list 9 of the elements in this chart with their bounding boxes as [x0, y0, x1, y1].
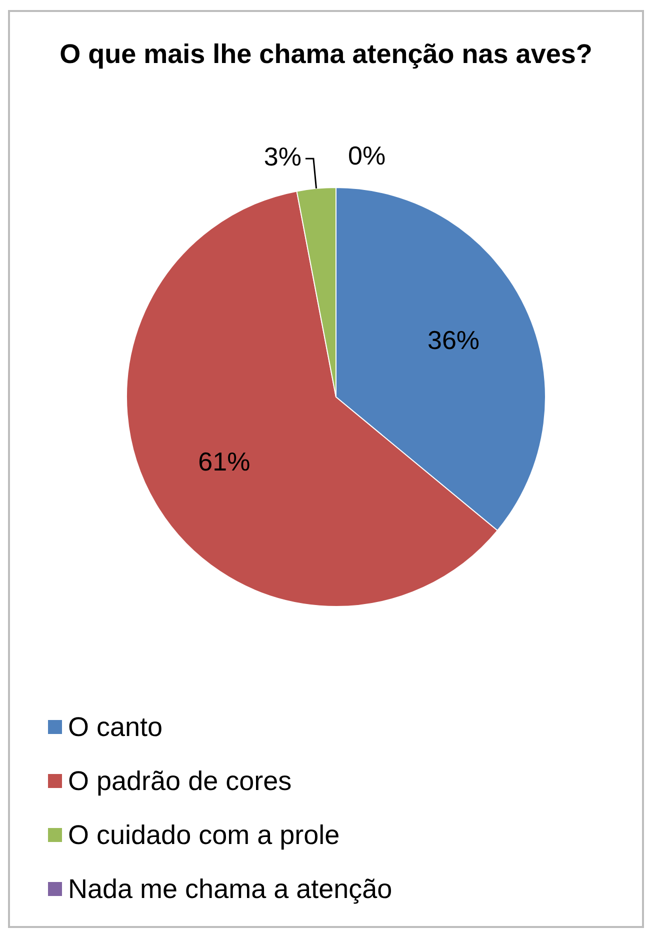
chart-title: O que mais lhe chama atenção nas aves?: [58, 38, 594, 71]
data-label: 36%: [428, 324, 480, 355]
legend-label: O padrão de cores: [68, 766, 292, 796]
legend-label: O canto: [68, 712, 163, 742]
data-label: 61%: [198, 446, 250, 476]
data-label: 3%: [264, 142, 302, 172]
legend-label: O cuidado com a prole: [68, 820, 340, 850]
legend-label: Nada me chama a atenção: [68, 874, 392, 904]
text: 0%: [348, 140, 386, 171]
